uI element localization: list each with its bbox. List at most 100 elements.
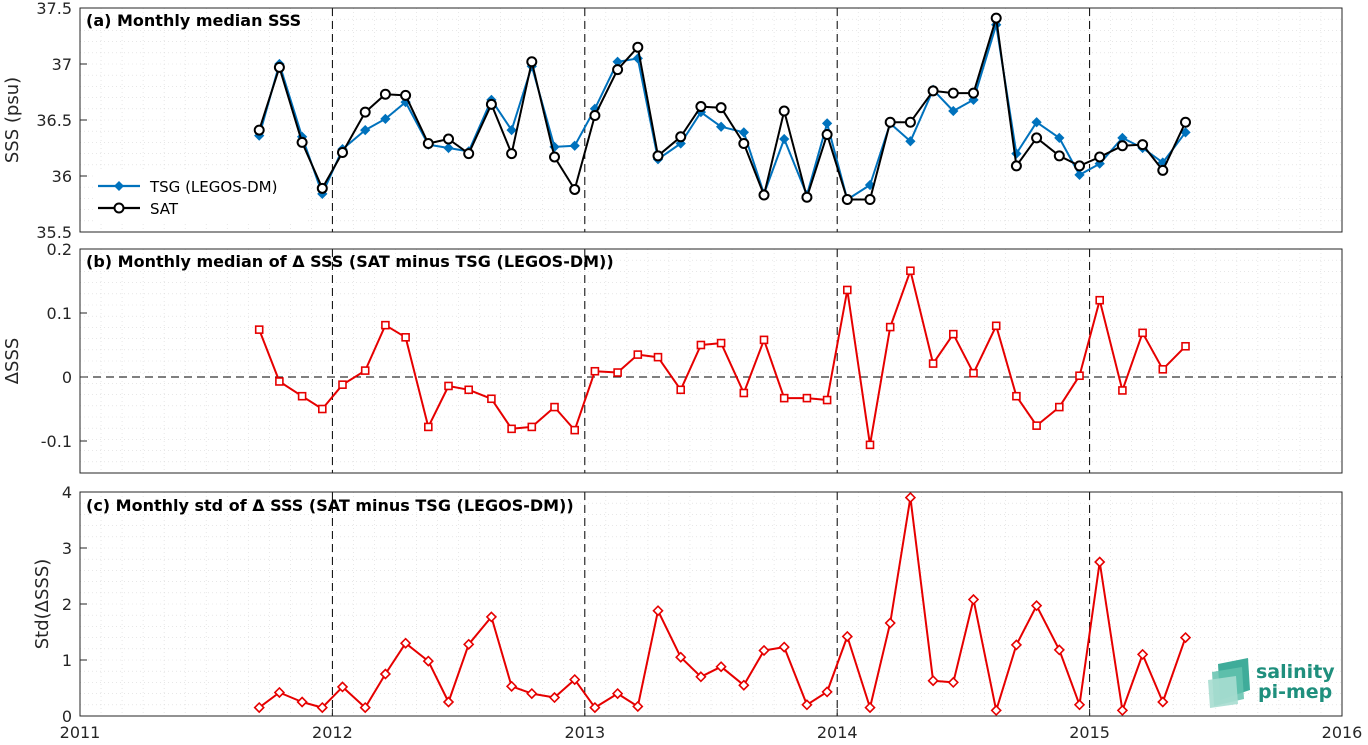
data-point-circle [463,148,475,160]
data-point-diamond [548,691,561,704]
data-point-circle [864,194,876,206]
data-point-circle [422,138,434,150]
data-point-circle [738,138,750,150]
data-point-square [865,440,875,450]
data-point-diamond [1010,639,1023,651]
data-point-diamond [443,142,454,154]
data-point-square [991,321,1001,331]
data-point-square [949,329,958,339]
data-point-square [570,425,580,435]
data-point-circle [652,150,664,162]
data-point-circle [359,106,371,118]
data-point-circle [1137,139,1149,151]
data-point-diamond [1074,169,1085,181]
data-point-diamond [738,679,750,691]
data-point-diamond [273,686,286,699]
data-point-diamond [758,644,770,657]
y-tick-label: 0 [62,707,72,726]
panel-c-std-delta-sss: 0 1 2 3 4 2011 2012 2013 2014 2015 2016 (c) Month… [32,483,1362,742]
data-point-diamond [360,124,371,136]
data-point-square [739,388,749,398]
data-point-square [842,285,852,295]
data-point-diamond [632,700,644,713]
y-tick-label: 3 [62,539,72,558]
data-point-circle [1157,164,1169,176]
data-point-square [1118,386,1127,395]
data-point-circle [400,89,412,101]
data-point-diamond [904,491,917,504]
data-point-square [275,377,284,386]
data-point-circle [589,110,601,122]
x-tick-label: 2015 [1069,723,1110,742]
data-point-diamond [569,140,580,151]
data-point-square [653,352,663,362]
y-tick-label: 0.2 [47,240,72,259]
data-point-square [779,393,789,403]
data-point-diamond [380,113,391,125]
data-point-diamond [864,179,876,191]
data-point-diamond [316,701,328,714]
y-tick-label: 4 [62,483,72,502]
data-point-circle [675,131,687,143]
data-point-circle [884,116,896,128]
data-point-diamond [715,121,727,132]
data-point-square [507,424,516,434]
data-point-square [424,422,433,432]
data-point-square [906,266,915,276]
data-point-diamond [715,661,727,673]
data-point-diamond [990,704,1002,717]
data-point-diamond [884,617,896,629]
data-point-diamond [569,673,581,686]
salinity-pi-mep-logo: salinity pi-mep [1208,658,1335,708]
data-point-diamond [947,676,959,689]
data-point-square [444,381,453,391]
data-point-square [1138,328,1147,338]
data-point-diamond [1031,117,1042,128]
x-tick-label: 2014 [817,723,858,742]
y-tick-label: 37 [52,55,72,74]
data-point-diamond [821,686,833,698]
logo-line2: pi-mep [1258,681,1332,703]
data-point-circle [273,61,285,73]
data-point-circle [715,102,727,114]
data-point-circle [695,101,707,113]
data-point-circle [990,12,1002,24]
data-point-square [487,394,496,404]
data-point-diamond [948,105,959,117]
data-point-diamond [442,696,455,708]
data-point-diamond [1116,704,1129,717]
data-point-square [338,380,347,389]
data-point-diamond [1180,127,1191,138]
panel-b-ylabel: ΔSSS [2,338,23,385]
data-point-diamond [485,611,498,623]
y-tick-label: 0.1 [47,304,72,323]
data-point-square [254,325,264,334]
data-point-diamond [379,668,392,680]
data-point-square [822,395,832,405]
data-point-circle [927,85,939,97]
data-point-circle [1031,132,1043,144]
logo-line1: salinity [1256,661,1335,683]
data-point-diamond [526,687,538,700]
data-point-square [759,335,769,345]
data-point-circle [1074,160,1086,172]
data-point-circle [549,151,561,163]
data-point-circle [296,136,308,148]
data-point-diamond [589,701,601,714]
data-point-circle [316,182,328,194]
data-point-square [1075,371,1084,381]
data-point-square [550,402,559,412]
x-tick-label: 2016 [1322,723,1363,742]
data-point-square [297,391,307,401]
y-tick-label: 37.5 [36,0,72,18]
data-point-circle [967,87,979,99]
data-point-diamond [296,696,308,708]
data-point-circle [485,98,497,110]
y-tick-label: 2 [62,595,72,614]
data-point-square [716,338,726,348]
data-point-diamond [1030,600,1043,612]
data-point-diamond [675,651,687,663]
data-point-circle [506,148,518,160]
data-point-diamond [864,701,876,714]
